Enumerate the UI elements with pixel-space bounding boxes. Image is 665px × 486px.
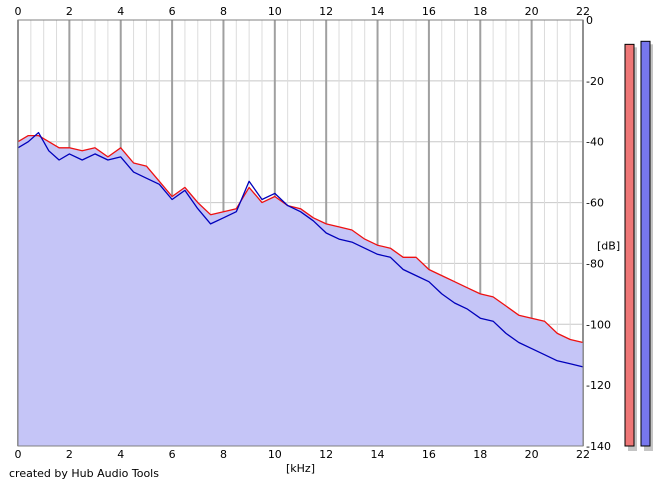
x-tick-label-bottom: 0 — [15, 448, 22, 461]
x-tick-label-bottom: 18 — [473, 448, 487, 461]
y-tick-label: -140 — [586, 440, 611, 453]
x-tick-label-top: 4 — [117, 5, 124, 18]
x-tick-label-top: 6 — [169, 5, 176, 18]
y-tick-label: -20 — [586, 75, 604, 88]
x-tick-label-top: 22 — [576, 5, 590, 18]
y-axis-label: [dB] — [597, 240, 620, 253]
x-tick-label-bottom: 10 — [268, 448, 282, 461]
series-line-2 — [17, 131, 584, 368]
x-tick-label-top: 0 — [15, 5, 22, 18]
x-tick-label-bottom: 16 — [422, 448, 436, 461]
x-tick-label-top: 10 — [268, 5, 282, 18]
x-tick-label-bottom: 4 — [117, 448, 124, 461]
x-tick-label-top: 2 — [66, 5, 73, 18]
series-line-1 — [17, 134, 584, 344]
x-tick-label-bottom: 12 — [319, 448, 333, 461]
y-tick-label: -120 — [586, 379, 611, 392]
credit-text: created by Hub Audio Tools — [9, 467, 159, 480]
x-axis-label: [kHz] — [286, 462, 315, 475]
level-meter-2 — [640, 40, 651, 447]
x-tick-label-top: 18 — [473, 5, 487, 18]
x-tick-label-bottom: 20 — [525, 448, 539, 461]
plot-frame — [17, 19, 584, 447]
y-tick-label: 0 — [586, 14, 593, 27]
spectrum-fill-area — [18, 135, 583, 446]
x-tick-label-bottom: 14 — [371, 448, 385, 461]
x-tick-label-bottom: 2 — [66, 448, 73, 461]
x-tick-label-bottom: 8 — [220, 448, 227, 461]
level-meter-1 — [624, 43, 635, 447]
x-tick-label-bottom: 22 — [576, 448, 590, 461]
y-tick-label: -100 — [586, 318, 611, 331]
y-tick-label: -60 — [586, 197, 604, 210]
x-tick-label-top: 20 — [525, 5, 539, 18]
x-tick-label-top: 14 — [371, 5, 385, 18]
x-tick-label-top: 8 — [220, 5, 227, 18]
x-tick-label-bottom: 6 — [169, 448, 176, 461]
y-tick-label: -80 — [586, 257, 604, 270]
x-tick-label-top: 12 — [319, 5, 333, 18]
x-tick-label-top: 16 — [422, 5, 436, 18]
y-tick-label: -40 — [586, 136, 604, 149]
